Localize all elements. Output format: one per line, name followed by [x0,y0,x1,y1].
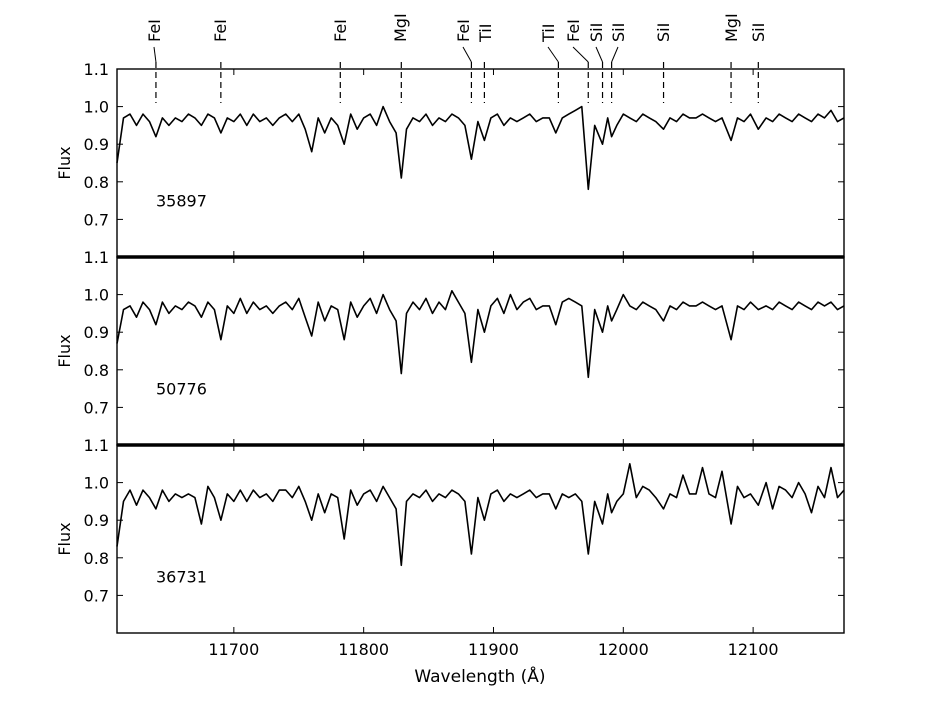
line-marker-leader [595,46,603,63]
line-marker: SiI [587,23,606,103]
spectrum-line [116,290,845,379]
line-marker: FeI [145,19,164,103]
line-marker-leader [462,46,472,63]
line-marker-label: TiI [476,24,495,43]
y-tick-label: 0.9 [84,511,109,530]
star-id-label: 36731 [156,568,207,587]
line-marker-label: SiI [749,23,768,42]
y-tick-label: 0.9 [84,135,109,154]
x-tick-label: 11700 [208,640,259,659]
x-tick-label: 11800 [338,640,389,659]
line-marker-label: FeI [145,19,164,42]
y-tick-label: 0.7 [84,398,109,417]
line-marker-leader [153,46,157,63]
line-marker: FeI [564,19,589,103]
y-axis-label: Flux [55,522,74,555]
line-marker-label: FeI [211,19,230,42]
line-marker: FeI [454,19,473,103]
y-tick-label: 1.1 [84,436,109,455]
y-tick-label: 1.0 [84,474,109,493]
spectrum-panel: 0.7 0.8 0.9 1.0 1.1 Flux 35897 [55,60,845,258]
line-marker-label: TiI [539,24,558,43]
y-tick-label: 0.7 [84,210,109,229]
panel-frame [116,444,845,634]
x-tick-label: 12000 [598,640,649,659]
line-marker: SiI [654,23,673,103]
y-tick-label: 1.0 [84,98,109,117]
y-axis-label: Flux [55,334,74,367]
panel-frame [116,68,845,258]
line-marker: MgI [391,13,410,103]
y-tick-label: 1.1 [84,248,109,267]
x-tick-label: 12100 [728,640,779,659]
star-id-label: 50776 [156,380,207,399]
star-id-label: 35897 [156,192,207,211]
line-marker: MgI [722,13,741,103]
line-marker-label: FeI [454,19,473,42]
spectrum-panel: 0.7 0.8 0.9 1.0 1.1 Flux 36731 [55,436,845,634]
y-tick-label: 0.8 [84,361,109,380]
x-tick-label: 11900 [468,640,519,659]
y-tick-label: 1.1 [84,60,109,79]
y-tick-label: 0.8 [84,173,109,192]
line-marker-layer: FeI FeI FeI MgI FeI TiI TiI FeI SiI SiI SiI MgI SiI [145,13,768,103]
y-tick-label: 0.8 [84,549,109,568]
line-marker-label: SiI [654,23,673,42]
panel-frame [116,256,845,446]
x-axis: 11700 11800 11900 12000 12100 [208,640,778,659]
line-marker: SiI [749,23,768,103]
line-marker-label: SiI [587,23,606,42]
y-tick-label: 0.7 [84,586,109,605]
spectrum-line [116,105,845,191]
spectrum-panel: 0.7 0.8 0.9 1.0 1.1 Flux 50776 [55,248,845,446]
line-marker: FeI [211,19,230,103]
line-marker: TiI [539,24,559,103]
y-axis-label: Flux [55,146,74,179]
line-marker-label: SiI [609,23,628,42]
line-marker: FeI [331,19,350,103]
line-marker-leader [611,46,619,63]
line-marker-leader [572,46,589,63]
line-marker-label: FeI [331,19,350,42]
y-tick-label: 1.0 [84,286,109,305]
y-tick-label: 0.9 [84,323,109,342]
line-marker-label: MgI [722,13,741,42]
spectrum-line [116,463,845,567]
line-marker: SiI [609,23,628,103]
line-marker-label: MgI [391,13,410,42]
panels-layer: 0.7 0.8 0.9 1.0 1.1 Flux 35897 0.7 0.8 0.9 1.0 1.1 F… [55,60,845,634]
line-marker-leader [547,46,559,63]
x-axis-label: Wavelength (Å) [414,665,545,687]
line-marker: TiI [476,24,495,103]
line-marker-label: FeI [564,19,583,42]
